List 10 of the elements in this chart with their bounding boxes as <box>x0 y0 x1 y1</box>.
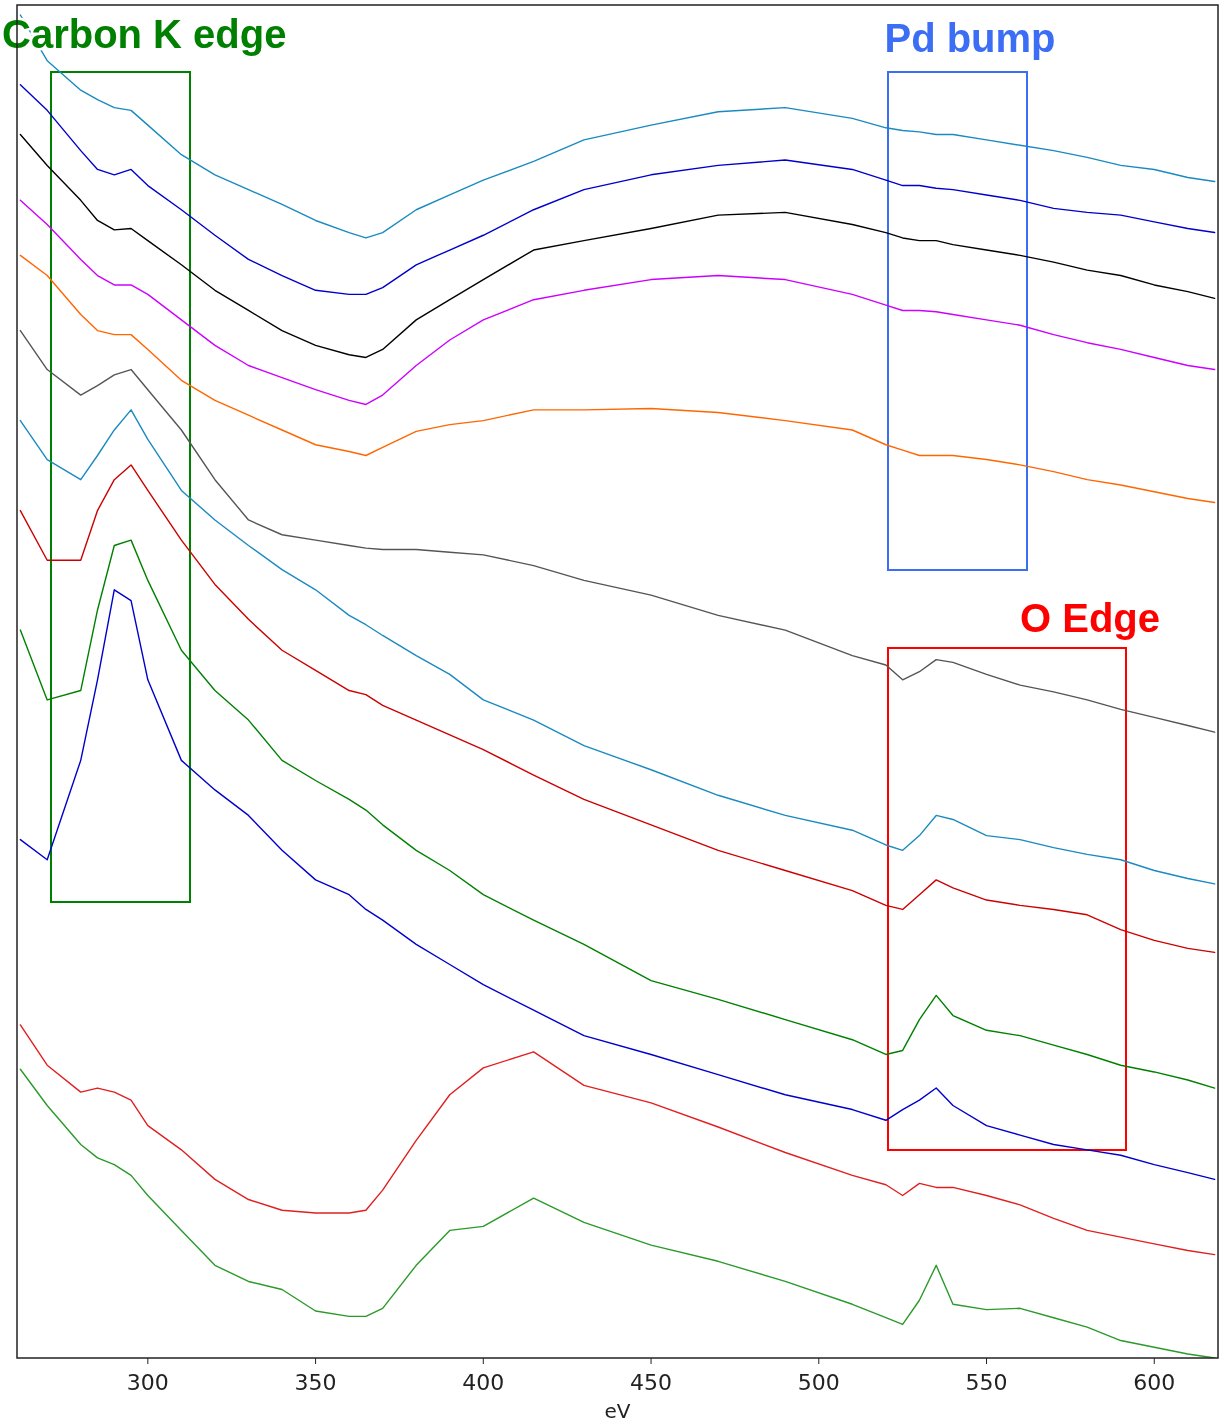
x-tick-label: 450 <box>630 1370 673 1395</box>
x-axis-title: eV <box>604 1399 631 1423</box>
annotation: Pd bump <box>884 16 1056 60</box>
x-tick-label: 550 <box>965 1370 1008 1395</box>
x-tick-label: 500 <box>797 1370 840 1395</box>
x-tick-label: 350 <box>294 1370 337 1395</box>
x-tick-label: 600 <box>1133 1370 1176 1395</box>
annotation: O Edge <box>1019 596 1161 640</box>
x-tick-label: 400 <box>462 1370 505 1395</box>
x-tick-label: 300 <box>126 1370 169 1395</box>
